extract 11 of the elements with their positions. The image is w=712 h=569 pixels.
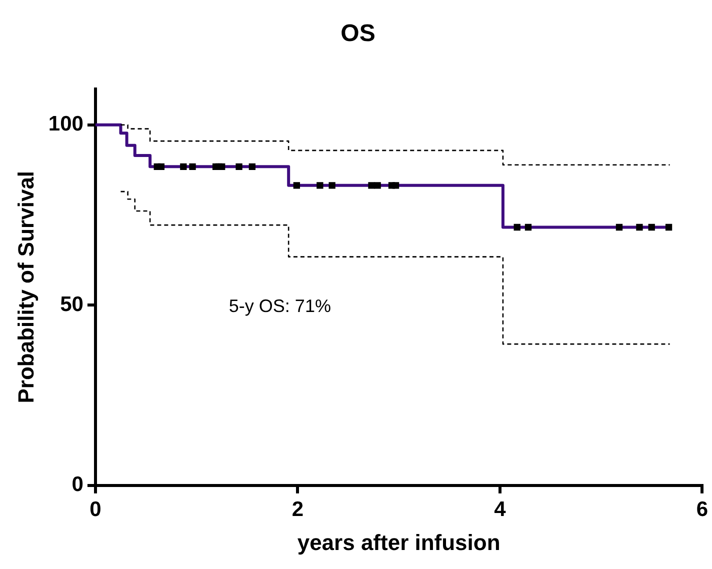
y-tick-label: 100 [48,112,84,136]
chart-title: OS [340,20,376,48]
x-tick-label: 6 [696,498,708,521]
annotation: 5-y OS: 71% [228,296,331,316]
x-axis-title: years after infusion [297,530,500,555]
x-tick-label: 4 [494,498,506,521]
y-axis-title: Probability of Survival [13,170,38,404]
x-tick-label: 2 [292,498,304,521]
y-tick-label: 50 [60,292,84,316]
x-tick-label: 0 [90,498,102,521]
y-tick-label: 0 [72,473,84,496]
